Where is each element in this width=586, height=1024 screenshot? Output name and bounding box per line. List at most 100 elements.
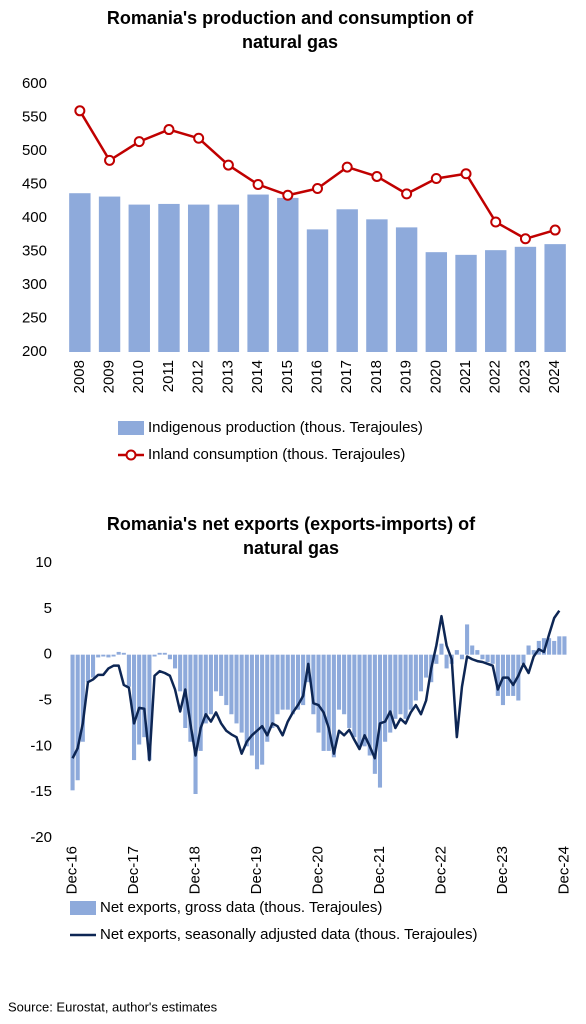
bar [526, 645, 531, 655]
x-tick-label: 2012 [190, 360, 207, 393]
bar [552, 640, 557, 655]
bar [101, 654, 106, 657]
y-tick-label: 550 [22, 108, 47, 125]
y-tick-label: 450 [22, 175, 47, 192]
bar [531, 650, 536, 655]
line [71, 609, 561, 762]
y-tick-label: 300 [22, 276, 47, 293]
y-tick-label: 600 [22, 75, 47, 92]
bar [336, 209, 358, 352]
bar [514, 246, 537, 352]
bar [521, 654, 526, 664]
x-tick-label: 2020 [427, 360, 444, 393]
x-tick-label: 2017 [338, 360, 355, 393]
legend-label: Net exports, seasonally adjusted data (t… [100, 926, 477, 943]
bar [260, 654, 265, 765]
y-tick-label: -10 [30, 737, 52, 754]
bar [126, 654, 131, 687]
bar [219, 654, 224, 696]
bar [326, 654, 331, 751]
x-tick-label: 2023 [516, 360, 533, 393]
line-marker [104, 154, 116, 166]
bar [439, 643, 444, 655]
bar [178, 654, 183, 692]
x-tick-label: 2014 [249, 360, 266, 393]
bar [316, 654, 321, 733]
bar [377, 654, 383, 788]
bar [254, 654, 260, 770]
bar [444, 654, 449, 669]
bar [321, 654, 326, 751]
y-tick-label: 5 [44, 600, 52, 617]
x-tick-label: 2022 [487, 360, 504, 393]
line-marker [74, 105, 86, 117]
bar [455, 254, 477, 352]
bar [111, 654, 116, 657]
bar [506, 654, 511, 696]
x-tick-label: Dec-22 [432, 846, 449, 894]
x-tick-label: 2016 [308, 360, 325, 393]
line-marker [519, 233, 531, 245]
x-tick-label: 2019 [398, 360, 415, 393]
bar [465, 624, 470, 655]
x-tick-label: 2011 [160, 360, 177, 392]
bar [511, 654, 516, 696]
bar [131, 654, 137, 761]
bar [198, 654, 203, 751]
x-tick-label: Dec-17 [125, 846, 142, 894]
line-marker [401, 188, 413, 200]
bar [75, 654, 80, 781]
bar [277, 197, 299, 352]
bar [91, 654, 96, 678]
bar [162, 652, 167, 655]
bar [434, 654, 439, 664]
x-tick-label: 2021 [457, 360, 474, 393]
x-tick-label: Dec-18 [186, 846, 203, 894]
bar [290, 654, 295, 715]
bar [475, 650, 480, 655]
bar [203, 654, 208, 724]
bar [137, 654, 142, 745]
bar [301, 654, 306, 706]
bar [393, 654, 398, 719]
bar [485, 654, 490, 662]
x-tick-label: 2013 [219, 360, 236, 393]
y-tick-label: 400 [22, 209, 47, 226]
line-marker [133, 136, 145, 148]
bar [285, 654, 290, 710]
bar [357, 654, 362, 747]
y-tick-label: 250 [22, 309, 47, 326]
legend-label: Indigenous production (thous. Terajoules… [148, 419, 423, 436]
bar [547, 638, 552, 655]
bar [152, 654, 157, 657]
bar [459, 654, 465, 660]
line-marker [460, 168, 472, 180]
x-tick-label: 2008 [71, 360, 88, 393]
bar [342, 654, 347, 715]
y-tick-label: -20 [30, 829, 52, 846]
line-marker [252, 179, 264, 190]
source-note: Source: Eurostat, author's estimates [8, 999, 218, 1014]
x-tick-label: Dec-24 [555, 846, 572, 894]
x-tick-label: Dec-23 [494, 846, 511, 894]
bar [536, 640, 541, 655]
x-tick-label: Dec-16 [64, 846, 81, 894]
bar [383, 654, 388, 742]
y-tick-label: 350 [22, 242, 47, 259]
line-marker [371, 170, 383, 182]
line-marker [193, 132, 205, 144]
bar [106, 654, 111, 658]
y-tick-label: 200 [22, 343, 47, 360]
bar [116, 651, 121, 655]
x-tick-label: Dec-21 [371, 846, 388, 894]
legend-label: Net exports, gross data (thous. Terajoul… [100, 899, 382, 916]
bar [96, 654, 101, 658]
bar [172, 654, 178, 669]
x-tick-label: 2010 [130, 360, 147, 393]
bar [544, 244, 566, 352]
bar [208, 654, 213, 715]
x-tick-label: Dec-19 [248, 846, 265, 894]
bar [413, 654, 418, 701]
